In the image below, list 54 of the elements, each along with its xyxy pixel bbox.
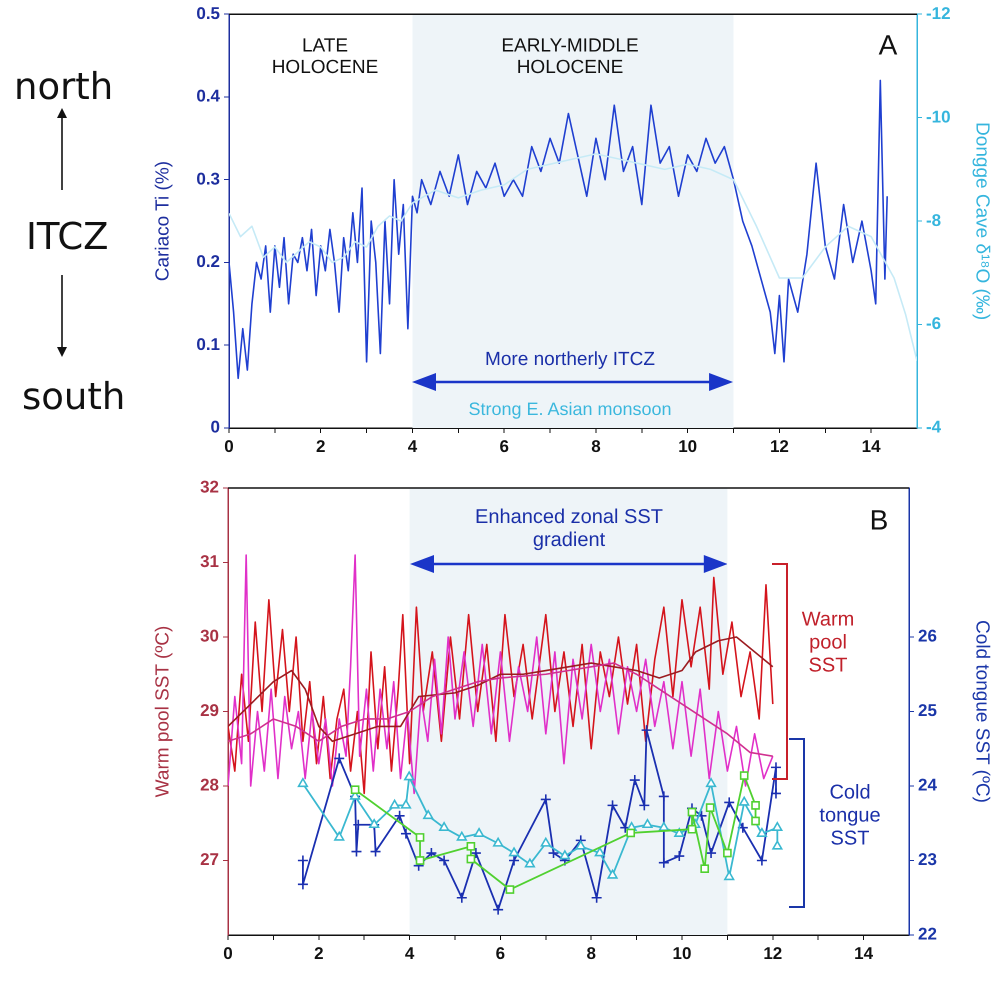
- y-tick-label: 28: [200, 776, 219, 795]
- y-tick-label: 0.2: [196, 252, 220, 272]
- x-tick-label: 14: [862, 436, 882, 456]
- x-tick-label: 6: [499, 436, 509, 456]
- x-tick-label: 2: [314, 944, 324, 963]
- y-tick-label: 29: [200, 701, 219, 720]
- y2-axis-title: Cold tongue SST (ºC): [971, 620, 992, 803]
- x-tick-label: 8: [586, 944, 596, 963]
- y-tick-label: 0.3: [196, 169, 220, 188]
- y2-tick-label: -12: [926, 4, 951, 23]
- y-tick-label: 0.1: [196, 334, 220, 354]
- y-tick-label: 0.5: [196, 4, 220, 23]
- annotation: LATE HOLOCENE: [272, 35, 378, 78]
- x-tick-label: 0: [223, 944, 233, 963]
- text: south: [22, 375, 126, 418]
- y2-tick-label: 25: [918, 701, 937, 720]
- annotation: Enhanced zonal SST gradient: [475, 506, 663, 552]
- x-tick-label: 0: [224, 436, 234, 456]
- x-tick-label: 4: [408, 436, 418, 456]
- text: ITCZ: [26, 215, 109, 258]
- y2-tick-label: -4: [926, 418, 942, 437]
- y-axis-title: Warm pool SST (ºC): [152, 626, 174, 798]
- x-tick-label: 14: [854, 944, 874, 963]
- annotation: Strong E. Asian monsoon: [468, 398, 672, 419]
- x-tick-label: 12: [763, 944, 782, 963]
- x-tick-label: 8: [591, 436, 601, 456]
- y2-tick-label: -8: [926, 210, 942, 230]
- y-tick-label: 30: [200, 626, 219, 646]
- annotation: Cold tongue SST: [819, 782, 881, 850]
- x-tick-label: 12: [770, 436, 789, 456]
- y2-tick-label: 24: [918, 776, 938, 795]
- annotation: B: [870, 504, 888, 536]
- x-tick-label: 10: [672, 944, 692, 963]
- y2-tick-label: 22: [918, 924, 937, 944]
- y2-axis-title: Dongge Cave δ¹⁸O (‰): [971, 122, 992, 320]
- x-tick-label: 6: [496, 944, 506, 963]
- y2-tick-label: -10: [926, 107, 951, 126]
- x-tick-label: 2: [316, 436, 326, 456]
- annotation: Warm pool SST: [802, 608, 854, 677]
- y2-tick-label: 23: [918, 850, 937, 870]
- y-tick-label: 0.4: [196, 86, 221, 106]
- y-tick-label: 0: [210, 418, 220, 437]
- y-tick-label: 32: [200, 478, 219, 497]
- y-axis-title: Cariaco Ti (%): [152, 160, 174, 282]
- y-tick-label: 27: [200, 850, 219, 870]
- annotation: More northerly ITCZ: [485, 349, 656, 370]
- x-tick-label: 10: [678, 436, 698, 456]
- annotation: EARLY-MIDDLE HOLOCENE: [501, 35, 639, 78]
- annotation: A: [878, 30, 898, 61]
- text: north: [14, 65, 114, 108]
- y2-tick-label: 26: [918, 626, 937, 646]
- y2-tick-label: -6: [926, 314, 942, 334]
- x-tick-label: 4: [404, 944, 415, 963]
- y-tick-label: 31: [200, 552, 219, 572]
